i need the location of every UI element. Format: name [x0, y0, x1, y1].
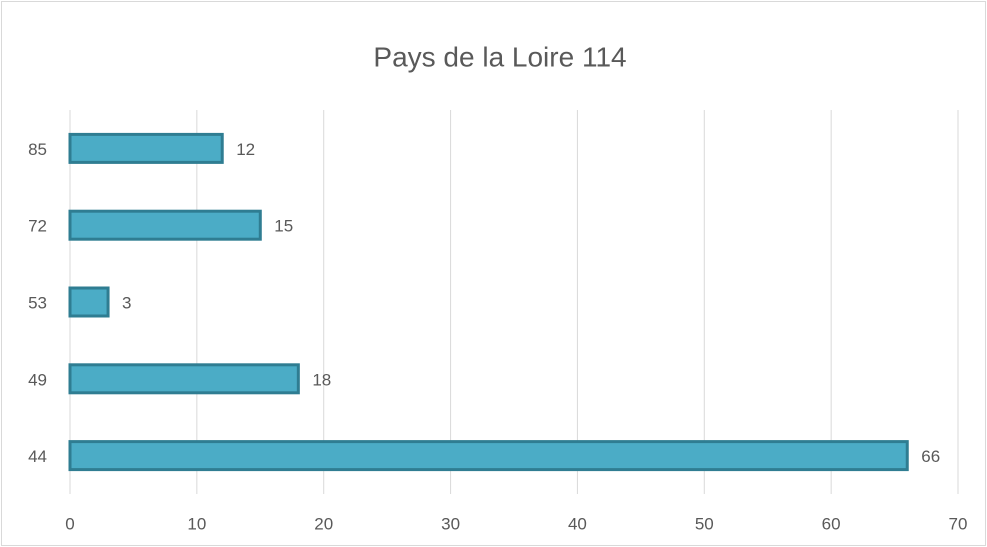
bar [68, 286, 110, 318]
bar [68, 363, 300, 395]
x-tick-label: 30 [441, 514, 460, 533]
x-tick-label: 10 [187, 514, 206, 533]
bar [68, 209, 262, 241]
bar [68, 440, 909, 472]
y-tick-label: 53 [28, 293, 47, 312]
x-tick-label: 70 [949, 514, 968, 533]
y-tick-label: 85 [28, 140, 47, 159]
x-tick-label: 20 [314, 514, 333, 533]
x-tick-label: 50 [695, 514, 714, 533]
y-tick-label: 72 [28, 217, 47, 236]
y-tick-label: 49 [28, 370, 47, 389]
chart-title: Pays de la Loire 114 [373, 41, 626, 72]
data-label: 66 [921, 447, 940, 466]
data-label: 15 [274, 217, 293, 236]
data-label: 3 [122, 293, 131, 312]
bar [68, 132, 224, 164]
x-tick-label: 60 [822, 514, 841, 533]
data-label: 18 [312, 370, 331, 389]
x-tick-label: 40 [568, 514, 587, 533]
data-label: 12 [236, 140, 255, 159]
x-tick-label: 0 [65, 514, 74, 533]
y-tick-label: 44 [28, 447, 47, 466]
